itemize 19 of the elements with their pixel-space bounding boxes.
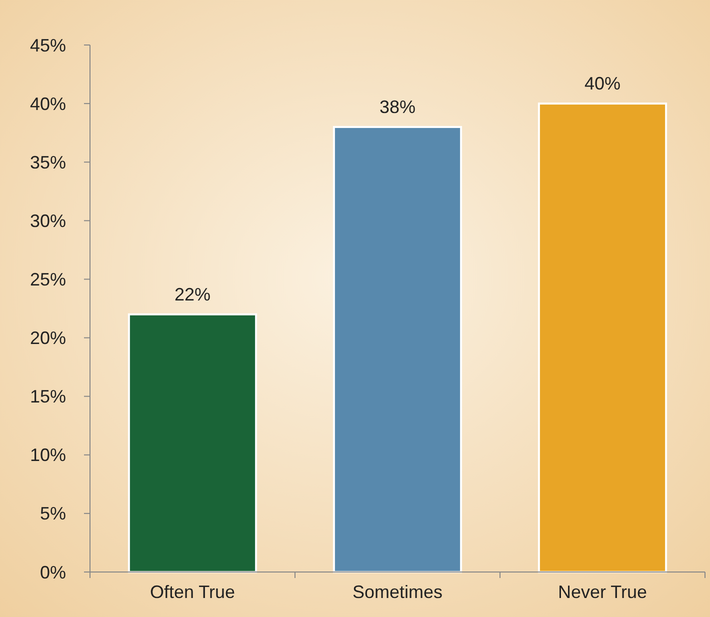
y-tick-label: 20% — [30, 328, 66, 348]
bar — [332, 126, 462, 573]
x-tick-label: Often True — [150, 582, 236, 602]
bar — [538, 102, 668, 573]
y-tick-label: 25% — [30, 270, 66, 290]
x-tick-label: Never True — [558, 582, 648, 602]
y-tick-label: 5% — [40, 504, 66, 524]
y-tick-label: 30% — [30, 210, 66, 231]
data-label: 22% — [174, 284, 211, 304]
y-tick-label: 10% — [30, 445, 66, 466]
x-tick-label: Sometimes — [352, 582, 443, 602]
y-tick-label: 45% — [30, 35, 66, 56]
y-tick-label: 0% — [40, 562, 66, 582]
y-tick-label: 40% — [30, 94, 66, 114]
y-tick-label: 15% — [30, 386, 66, 407]
data-label: 38% — [379, 96, 416, 117]
bar — [128, 313, 258, 573]
y-tick-label: 35% — [30, 152, 66, 172]
data-label: 40% — [584, 74, 621, 94]
